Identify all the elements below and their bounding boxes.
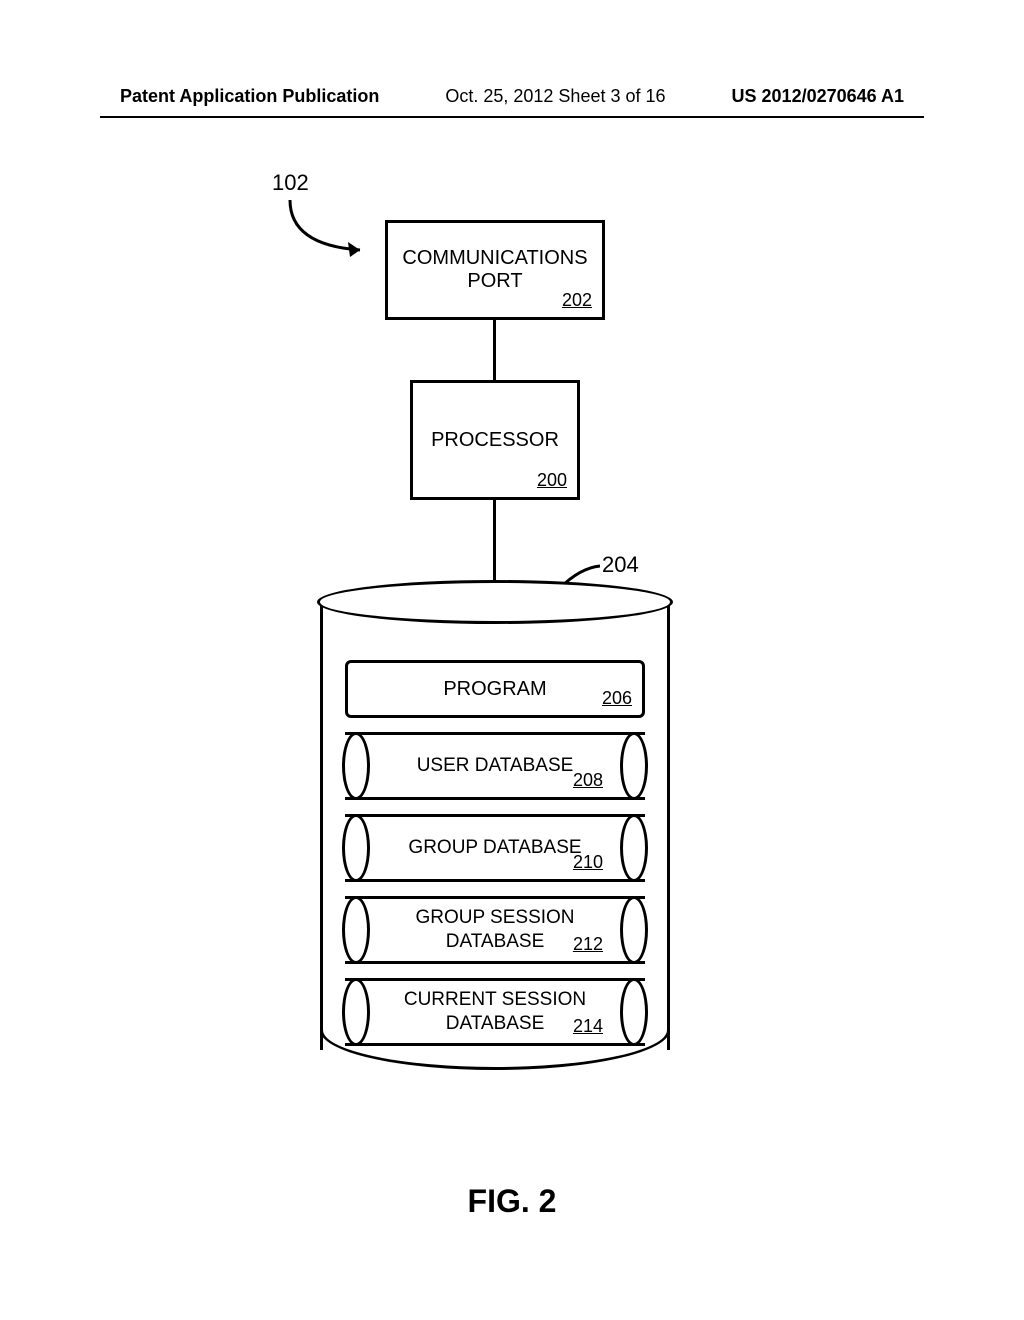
page-header: Patent Application Publication Oct. 25, …	[0, 86, 1024, 107]
cap-icon	[620, 896, 648, 964]
cap-icon	[620, 814, 648, 882]
processor-box: PROCESSOR 200	[410, 380, 580, 500]
user-database-cylinder: USER DATABASE 208	[345, 732, 645, 800]
program-box: PROGRAM 206	[345, 660, 645, 718]
program-label: PROGRAM	[443, 678, 546, 701]
connector-2	[493, 500, 496, 590]
header-right: US 2012/0270646 A1	[732, 86, 904, 107]
group-database-cylinder: GROUP DATABASE 210	[345, 814, 645, 882]
current-session-db-cylinder: CURRENT SESSION DATABASE 214	[345, 978, 645, 1046]
group-database-label: GROUP DATABASE	[408, 836, 581, 860]
user-database-label: USER DATABASE	[417, 754, 574, 778]
group-session-db-cylinder: GROUP SESSION DATABASE 212	[345, 896, 645, 964]
communications-port-ref: 202	[562, 290, 592, 311]
cylinder-top-icon	[317, 580, 673, 624]
figure-label: FIG. 2	[0, 1183, 1024, 1220]
header-rule	[100, 116, 924, 118]
communications-port-label: COMMUNICATIONS PORT	[402, 247, 587, 293]
connector-1	[493, 320, 496, 380]
processor-label: PROCESSOR	[431, 429, 559, 452]
group-session-db-ref: 212	[573, 934, 603, 955]
cap-icon	[342, 896, 370, 964]
arrow-102-icon	[280, 195, 390, 265]
current-session-db-label: CURRENT SESSION DATABASE	[404, 988, 586, 1036]
user-database-ref: 208	[573, 770, 603, 791]
header-left: Patent Application Publication	[120, 86, 379, 107]
cap-icon	[342, 732, 370, 800]
cap-icon	[620, 732, 648, 800]
callout-102: 102	[272, 170, 309, 196]
diagram: 102 COMMUNICATIONS PORT 202 PROCESSOR 20…	[0, 160, 1024, 1160]
cap-icon	[342, 814, 370, 882]
group-session-db-label: GROUP SESSION DATABASE	[415, 906, 574, 954]
current-session-db-ref: 214	[573, 1016, 603, 1037]
cap-icon	[342, 978, 370, 1046]
header-center: Oct. 25, 2012 Sheet 3 of 16	[445, 86, 665, 107]
cap-icon	[620, 978, 648, 1046]
processor-ref: 200	[537, 470, 567, 491]
group-database-ref: 210	[573, 852, 603, 873]
callout-204: 204	[602, 552, 639, 578]
program-ref: 206	[602, 688, 632, 709]
communications-port-box: COMMUNICATIONS PORT 202	[385, 220, 605, 320]
